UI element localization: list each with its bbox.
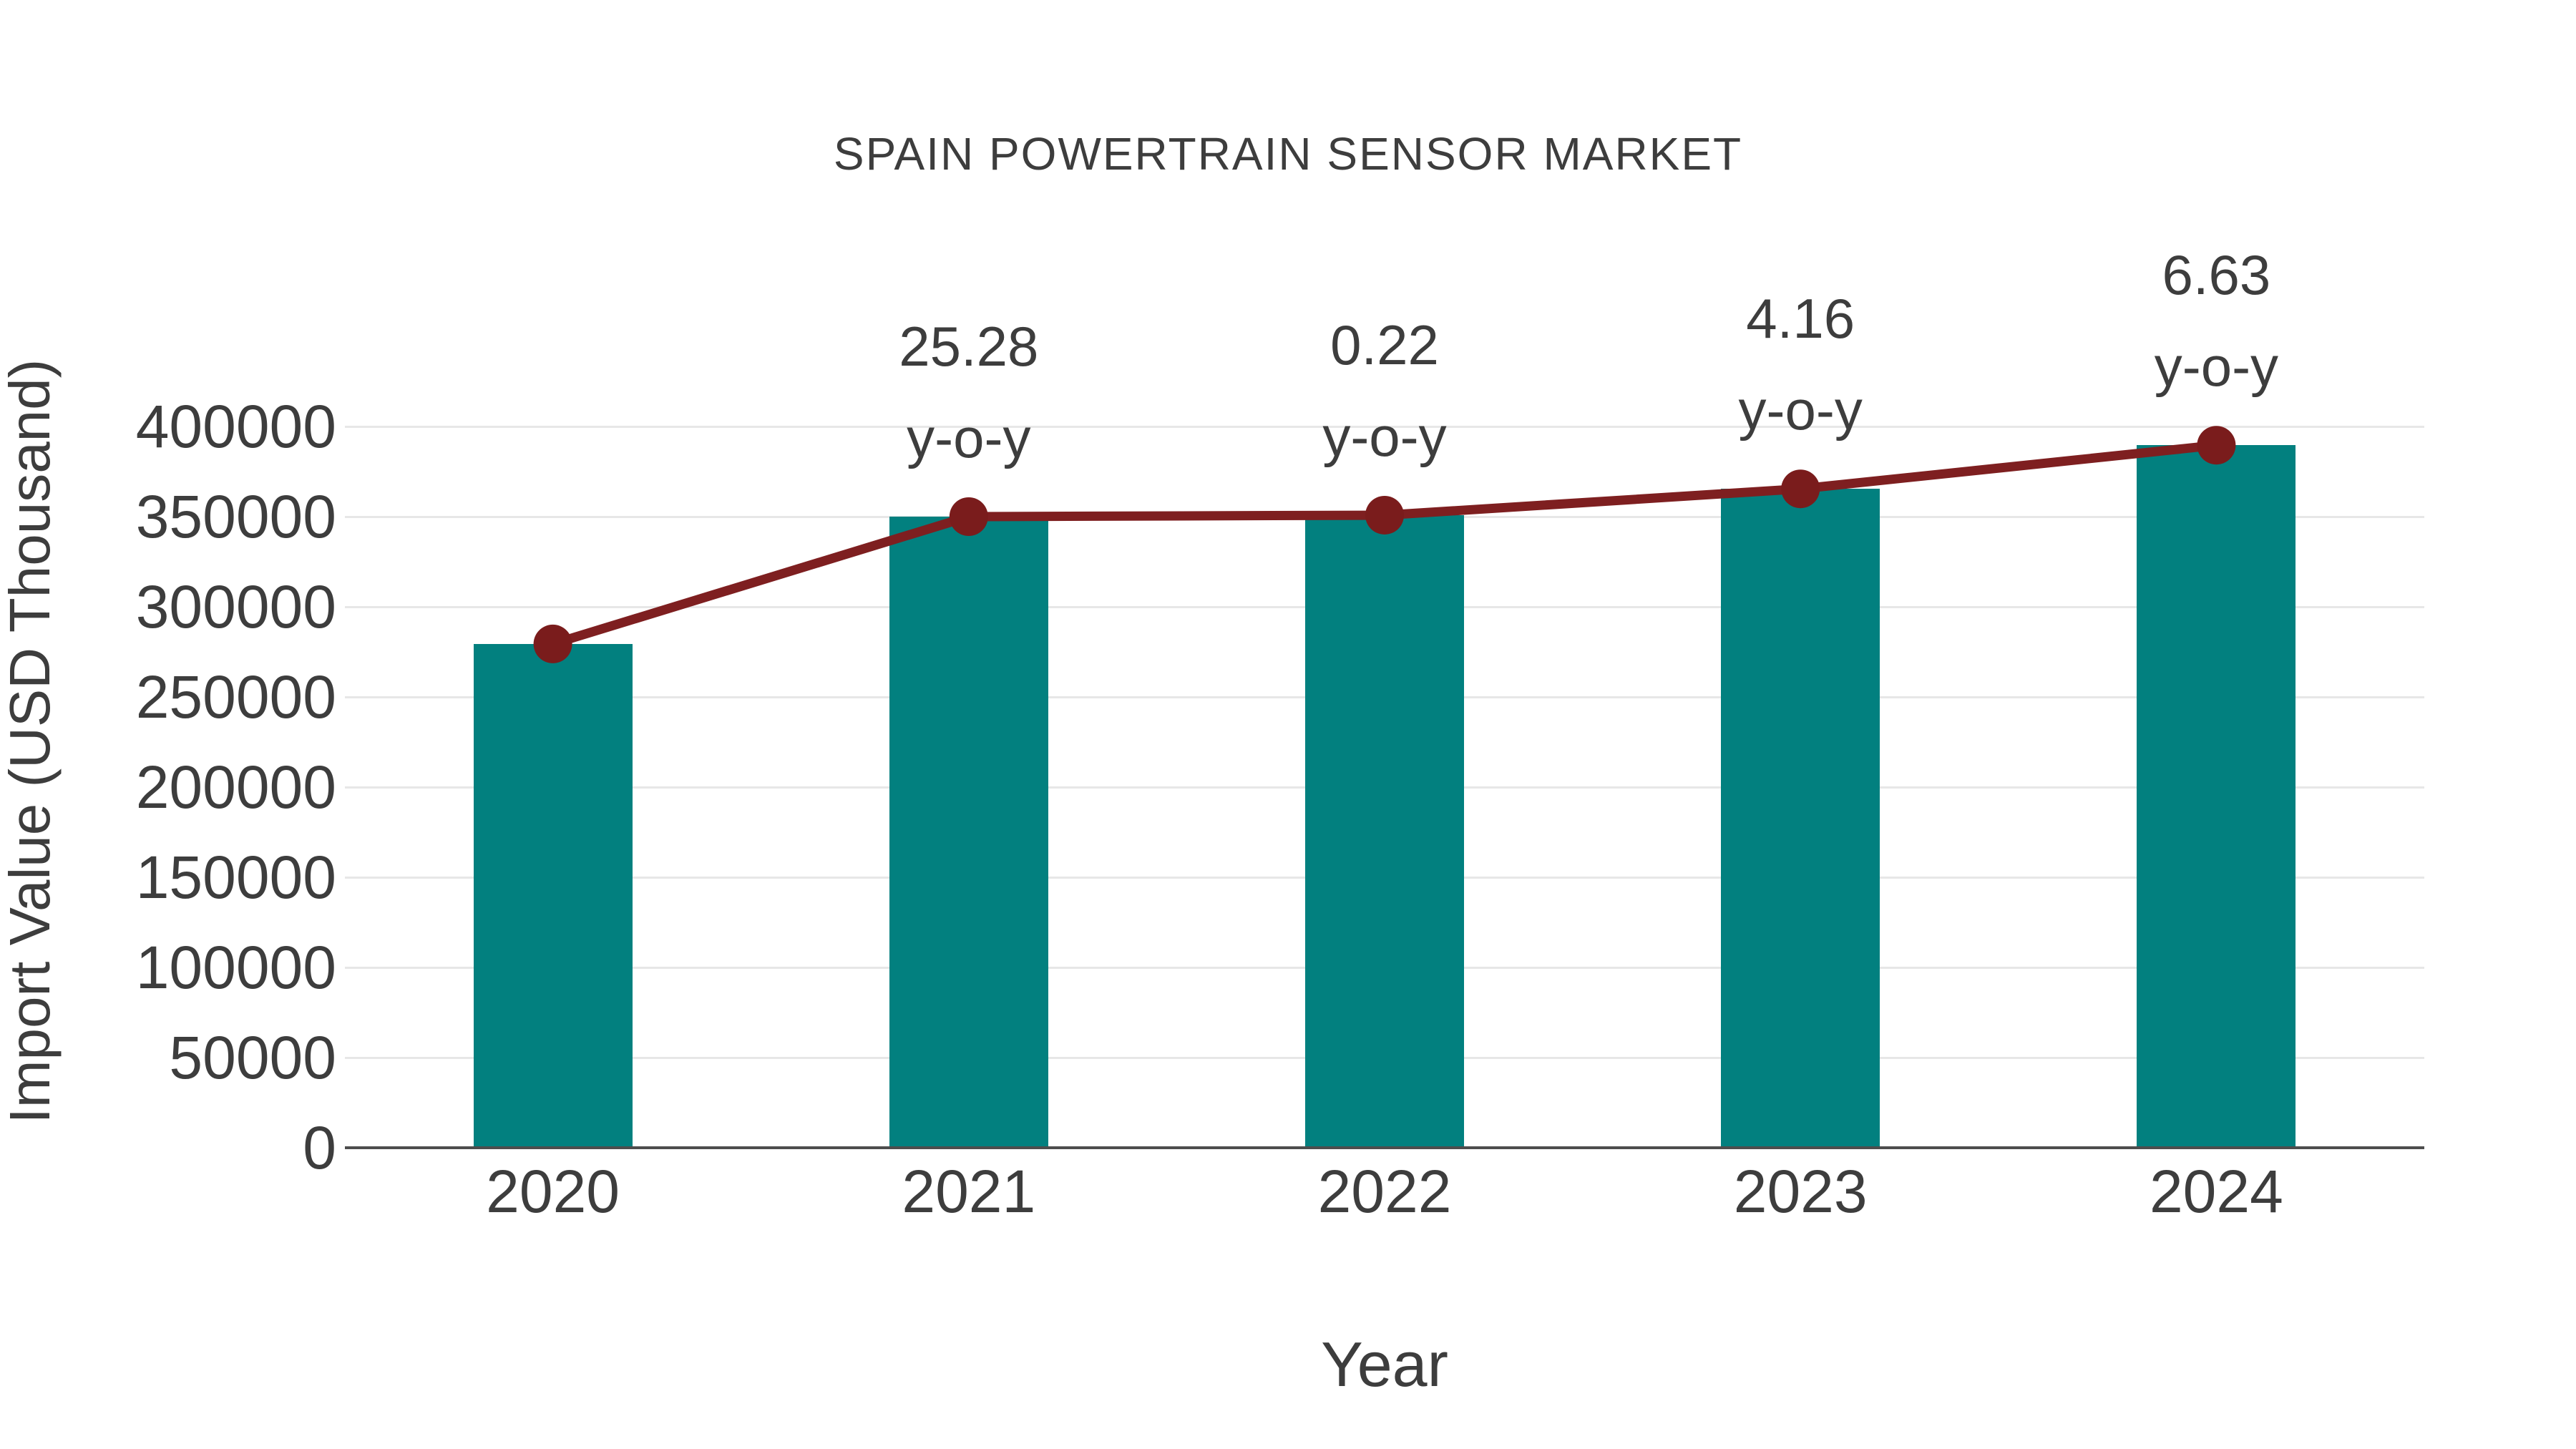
yoy-value-2024: 6.63 <box>2162 243 2271 307</box>
trend-marker-2020 <box>533 624 572 663</box>
y-tick-label: 200000 <box>135 753 336 821</box>
y-tick-label: 400000 <box>135 393 336 460</box>
x-tick-label: 2021 <box>902 1158 1036 1225</box>
yoy-value-2021: 25.28 <box>899 315 1039 378</box>
y-tick-label: 250000 <box>135 663 336 731</box>
bar-2023 <box>1721 489 1880 1148</box>
trend-marker-2021 <box>949 497 988 536</box>
y-tick-label: 100000 <box>135 934 336 1001</box>
gridline <box>345 425 2424 428</box>
x-axis-title: Year <box>1321 1329 1448 1400</box>
x-tick-label: 2022 <box>1317 1158 1452 1225</box>
trend-line <box>551 440 2218 649</box>
y-tick-label: 350000 <box>135 483 336 550</box>
bar-2021 <box>889 517 1048 1148</box>
x-tick-label: 2024 <box>2149 1158 2283 1225</box>
chart-title: SPAIN POWERTRAIN SENSOR MARKET <box>833 128 1743 180</box>
y-tick-label: 150000 <box>135 844 336 911</box>
y-tick-label: 50000 <box>169 1024 336 1091</box>
yoy-suffix-2021: y-o-y <box>907 406 1031 469</box>
y-tick-label: 300000 <box>135 573 336 640</box>
yoy-value-2023: 4.16 <box>1746 287 1855 351</box>
yoy-suffix-2022: y-o-y <box>1322 404 1447 468</box>
x-tick-label: 2020 <box>486 1158 620 1225</box>
trend-marker-2022 <box>1365 495 1404 535</box>
yoy-suffix-2024: y-o-y <box>2154 335 2279 399</box>
yoy-value-2022: 0.22 <box>1330 313 1439 376</box>
trend-marker-2024 <box>2197 426 2236 465</box>
bar-2022 <box>1305 514 1464 1148</box>
trend-marker-2023 <box>1781 469 1820 509</box>
x-axis-line <box>345 1146 2424 1149</box>
bar-2020 <box>473 643 633 1148</box>
bar-2024 <box>2137 445 2296 1148</box>
x-tick-label: 2023 <box>1733 1158 1868 1225</box>
yoy-suffix-2023: y-o-y <box>1738 379 1863 442</box>
y-tick-label: 0 <box>303 1114 336 1181</box>
